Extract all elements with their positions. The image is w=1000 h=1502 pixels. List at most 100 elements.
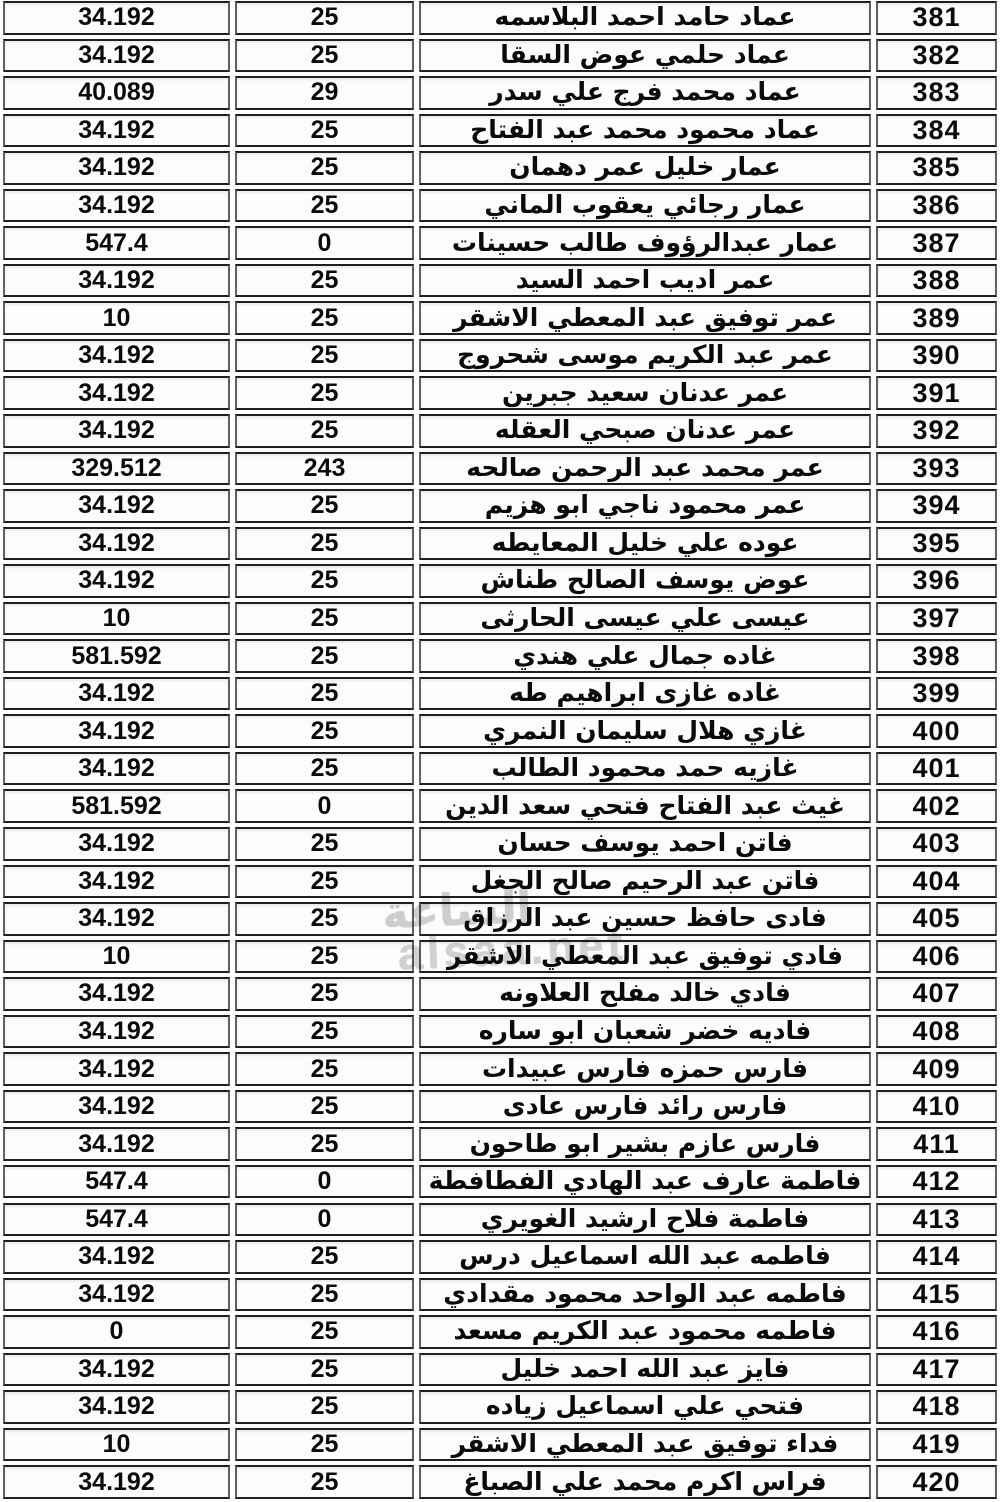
name-cell: عمر عبد الكريم موسى شحروج — [419, 338, 871, 373]
value-cell: 34.192 — [3, 1127, 230, 1161]
count-cell: 25 — [235, 338, 414, 373]
value-cell: 10 — [3, 301, 230, 335]
table-row: 34.192 25 عمر عدنان سعيد جبرين 391 — [3, 376, 997, 410]
table-row: 34.192 25 فاطمه عبد الواحد محمود مقدادي … — [3, 1277, 997, 1312]
name-cell: فاطمه عبد الله اسماعيل درس — [419, 1240, 871, 1274]
count-cell: 25 — [235, 1390, 414, 1424]
name-cell: فراس اكرم محمد علي الصباغ — [419, 1465, 871, 1499]
index-cell: 383 — [876, 76, 997, 110]
table-row: 34.192 25 عمر اديب احمد السيد 388 — [3, 263, 997, 298]
value-cell: 34.192 — [3, 676, 230, 711]
count-cell: 25 — [235, 902, 414, 936]
count-cell: 25 — [235, 1427, 414, 1462]
table-row: 547.4 0 عمار عبدالرؤوف طالب حسينات 387 — [3, 226, 997, 260]
index-cell: 397 — [876, 601, 997, 636]
index-cell: 417 — [876, 1352, 997, 1387]
value-cell: 34.192 — [3, 376, 230, 410]
count-cell: 25 — [235, 1, 414, 35]
index-cell: 395 — [876, 526, 997, 561]
table-row: 34.192 25 عمر عدنان صبحي العقله 392 — [3, 414, 997, 448]
table-row: 34.192 25 عماد محمود محمد عبد الفتاح 384 — [3, 113, 997, 148]
name-cell: فاتن عبد الرحيم صالح الجغل — [419, 864, 871, 899]
value-cell: 34.192 — [3, 1277, 230, 1312]
value-cell: 34.192 — [3, 1089, 230, 1124]
count-cell: 25 — [235, 639, 414, 673]
count-cell: 25 — [235, 564, 414, 598]
index-cell: 394 — [876, 489, 997, 523]
table-row: 329.512 243 عمر محمد عبد الرحمن صالحه 39… — [3, 451, 997, 486]
index-cell: 400 — [876, 714, 997, 748]
index-cell: 410 — [876, 1089, 997, 1124]
index-cell: 413 — [876, 1202, 997, 1236]
index-cell: 382 — [876, 38, 997, 73]
name-cell: فايز عبد الله احمد خليل — [419, 1352, 871, 1387]
index-cell: 391 — [876, 376, 997, 410]
table-row: 34.192 25 فايز عبد الله احمد خليل 417 — [3, 1352, 997, 1387]
table-row: 34.192 25 عماد حامد احمد البلاسمه 381 — [3, 1, 997, 35]
table-row: 34.192 25 عمر عبد الكريم موسى شحروج 390 — [3, 338, 997, 373]
count-cell: 25 — [235, 601, 414, 636]
name-cell: عمر توفيق عبد المعطي الاشقر — [419, 301, 871, 335]
index-cell: 392 — [876, 414, 997, 448]
value-cell: 34.192 — [3, 1014, 230, 1049]
value-cell: 34.192 — [3, 151, 230, 185]
table-row: 34.192 25 فراس اكرم محمد علي الصباغ 420 — [3, 1465, 997, 1499]
table-row: 34.192 25 عوض يوسف الصالح طناش 396 — [3, 564, 997, 598]
name-cell: فاتن احمد يوسف حسان — [419, 827, 871, 861]
value-cell: 581.592 — [3, 639, 230, 673]
table-row: 34.192 25 عمر محمود ناجي ابو هزيم 394 — [3, 489, 997, 523]
value-cell: 40.089 — [3, 76, 230, 110]
value-cell: 10 — [3, 601, 230, 636]
count-cell: 25 — [235, 301, 414, 335]
index-cell: 402 — [876, 789, 997, 823]
count-cell: 25 — [235, 376, 414, 410]
index-cell: 418 — [876, 1390, 997, 1424]
index-cell: 420 — [876, 1465, 997, 1499]
name-cell: عمر عدنان صبحي العقله — [419, 414, 871, 448]
index-cell: 398 — [876, 639, 997, 673]
table-row: 10 25 عمر توفيق عبد المعطي الاشقر 389 — [3, 301, 997, 335]
table-row: 34.192 25 فارس عازم بشير ابو طاحون 411 — [3, 1127, 997, 1161]
name-cell: عوده علي خليل المعايطه — [419, 526, 871, 561]
name-cell: عمار خليل عمر دهمان — [419, 151, 871, 185]
count-cell: 25 — [235, 1277, 414, 1312]
table-row: 34.192 25 فاطمه عبد الله اسماعيل درس 414 — [3, 1240, 997, 1274]
name-cell: غيث عبد الفتاح فتحي سعد الدين — [419, 789, 871, 823]
value-cell: 547.4 — [3, 1164, 230, 1199]
name-cell: عمار عبدالرؤوف طالب حسينات — [419, 226, 871, 260]
index-cell: 411 — [876, 1127, 997, 1161]
table-row: 34.192 25 فاتن عبد الرحيم صالح الجغل 404 — [3, 864, 997, 899]
table-row: 34.192 25 فاتن احمد يوسف حسان 403 — [3, 827, 997, 861]
name-cell: فادي خالد مفلح العلاونه — [419, 977, 871, 1011]
count-cell: 0 — [235, 1202, 414, 1236]
table-row: 10 25 فادي توفيق عبد المعطي الاشقر 406 — [3, 939, 997, 974]
index-cell: 403 — [876, 827, 997, 861]
table-row: 34.192 25 غاده غازى ابراهيم طه 399 — [3, 676, 997, 711]
name-cell: غازيه حمد محمود الطالب — [419, 751, 871, 786]
count-cell: 25 — [235, 1240, 414, 1274]
table-row: 40.089 29 عماد محمد فرج علي سدر 383 — [3, 76, 997, 110]
name-cell: عيسى علي عيسى الحارثى — [419, 601, 871, 636]
name-cell: عمر اديب احمد السيد — [419, 263, 871, 298]
name-cell: غازي هلال سليمان النمري — [419, 714, 871, 748]
index-cell: 406 — [876, 939, 997, 974]
value-cell: 547.4 — [3, 1202, 230, 1236]
name-cell: فاطمة فلاح ارشيد الغويري — [419, 1202, 871, 1236]
value-cell: 34.192 — [3, 1240, 230, 1274]
table-row: 0 25 فاطمه محمود عبد الكريم مسعد 416 — [3, 1315, 997, 1349]
table-row: 547.4 0 فاطمة عارف عبد الهادي الفطافطة 4… — [3, 1164, 997, 1199]
count-cell: 25 — [235, 939, 414, 974]
count-cell: 25 — [235, 751, 414, 786]
count-cell: 25 — [235, 113, 414, 148]
table-row: 34.192 25 غازي هلال سليمان النمري 400 — [3, 714, 997, 748]
index-cell: 404 — [876, 864, 997, 899]
table-row: 34.192 25 غازيه حمد محمود الطالب 401 — [3, 751, 997, 786]
name-cell: غاده جمال علي هندي — [419, 639, 871, 673]
index-cell: 381 — [876, 1, 997, 35]
count-cell: 25 — [235, 1089, 414, 1124]
name-cell: فتحي علي اسماعيل زياده — [419, 1390, 871, 1424]
name-cell: فاطمة عارف عبد الهادي الفطافطة — [419, 1164, 871, 1199]
table-row: 34.192 25 عوده علي خليل المعايطه 395 — [3, 526, 997, 561]
count-cell: 25 — [235, 188, 414, 223]
